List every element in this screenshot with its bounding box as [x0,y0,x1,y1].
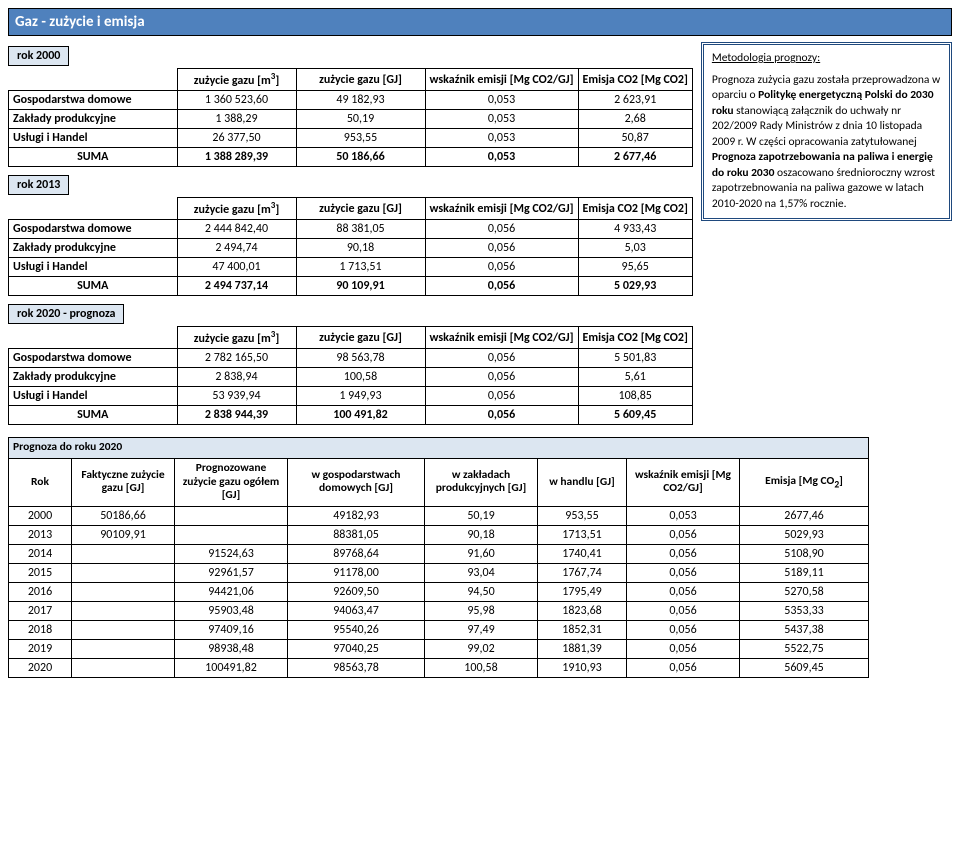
col-zakl: w zakładach produkcyjnych [GJ] [425,458,538,506]
col-gj: zużycie gazu [GJ] [296,69,425,91]
table-row-sum: SUMA 1 388 289,39 50 186,66 0,053 2 677,… [9,148,693,167]
col-prognozowane: Prognozowane zużycie gazu ogółem [GJ] [175,458,288,506]
table-row: Gospodarstwa domowe 2 444 842,40 88 381,… [9,220,693,239]
table-row-sum: SUMA 2 838 944,39 100 491,82 0,056 5 609… [9,406,693,425]
col-m3: zużycie gazu [m3] [177,69,296,91]
year-2020-label: rok 2020 - prognoza [8,304,124,324]
table-row: 201795903,4894063,4795,981823,680,056535… [9,602,869,621]
table-row-sum: SUMA 2 494 737,14 90 109,91 0,056 5 029,… [9,277,693,296]
table-row: Gospodarstwa domowe 1 360 523,60 49 182,… [9,91,693,110]
table-row: Usługi i Handel 26 377,50 953,55 0,053 5… [9,129,693,148]
table-row: Usługi i Handel 53 939,94 1 949,93 0,056… [9,387,693,406]
table-row: Zakłady produkcyjne 2 494,74 90,18 0,056… [9,239,693,258]
table-prognoza: Prognoza do roku 2020 Rok Faktyczne zuży… [8,437,869,678]
table-row: 2020100491,8298563,78100,581910,930,0565… [9,659,869,678]
table-row: 201390109,9188381,0590,181713,510,056502… [9,526,869,545]
col-rok: Rok [9,458,72,506]
table-2013: zużycie gazu [m3] zużycie gazu [GJ] wska… [8,197,693,296]
col-wskaznik: wskaźnik emisji [Mg CO2/GJ] [425,198,578,220]
methodology-text: Prognoza zużycia gazu została przeprowad… [712,73,941,213]
methodology-box: Metodologia prognozy: Prognoza zużycia g… [701,42,952,221]
col-wskaznik: wskaźnik emisji [Mg CO2/GJ] [627,458,740,506]
table-row: 201592961,5791178,0093,041767,740,056518… [9,564,869,583]
col-gj: zużycie gazu [GJ] [296,327,425,349]
methodology-title: Metodologia prognozy: [712,51,941,67]
col-emisja: Emisja [Mg CO2] [740,458,869,506]
col-emisja: Emisja CO2 [Mg CO2] [578,198,692,220]
col-faktyczne: Faktyczne zużycie gazu [GJ] [72,458,175,506]
page-title: Gaz - zużycie i emisja [8,8,952,36]
table-row: Zakłady produkcyjne 1 388,29 50,19 0,053… [9,110,693,129]
table-row: Gospodarstwa domowe 2 782 165,50 98 563,… [9,349,693,368]
table-row: 201491524,6389768,6491,601740,410,056510… [9,545,869,564]
table-row: Usługi i Handel 47 400,01 1 713,51 0,056… [9,258,693,277]
table-row: 201897409,1695540,2697,491852,310,056543… [9,621,869,640]
col-wskaznik: wskaźnik emisji [Mg CO2/GJ] [425,327,578,349]
col-handel: w handlu [GJ] [538,458,627,506]
table-row: 200050186,6649182,9350,19953,550,0532677… [9,507,869,526]
year-2013-label: rok 2013 [8,175,69,195]
col-emisja: Emisja CO2 [Mg CO2] [578,327,692,349]
table-row: Zakłady produkcyjne 2 838,94 100,58 0,05… [9,368,693,387]
table-row: 201998938,4897040,2599,021881,390,056552… [9,640,869,659]
table-2020: zużycie gazu [m3] zużycie gazu [GJ] wska… [8,326,693,425]
col-wskaznik: wskaźnik emisji [Mg CO2/GJ] [425,69,578,91]
prognoza-title: Prognoza do roku 2020 [9,438,869,459]
col-m3: zużycie gazu [m3] [177,327,296,349]
table-2000: zużycie gazu [m3] zużycie gazu [GJ] wska… [8,68,693,167]
col-emisja: Emisja CO2 [Mg CO2] [578,69,692,91]
table-row: 201694421,0692609,5094,501795,490,056527… [9,583,869,602]
col-gosp: w gospodarstwach domowych [GJ] [288,458,425,506]
col-m3: zużycie gazu [m3] [177,198,296,220]
col-gj: zużycie gazu [GJ] [296,198,425,220]
year-2000-label: rok 2000 [8,46,69,66]
